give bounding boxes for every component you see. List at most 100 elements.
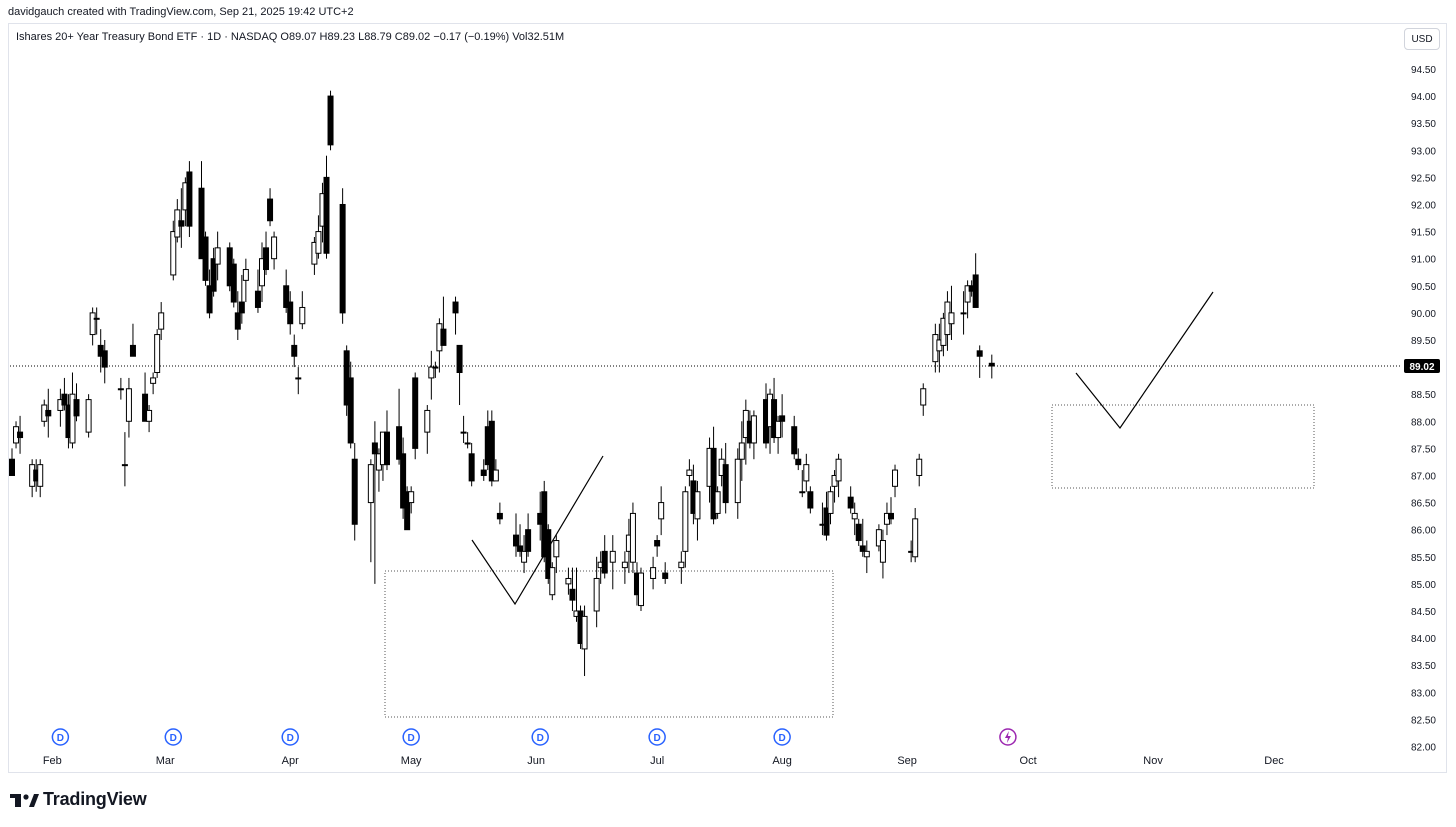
candle	[440, 296, 447, 346]
candle	[206, 269, 213, 319]
last-price-value: 89.02	[1409, 362, 1434, 373]
currency-selector[interactable]: USD	[1404, 28, 1440, 50]
candle-body	[142, 393, 149, 422]
candle-body	[545, 529, 552, 579]
candle	[887, 497, 894, 525]
candle-body	[258, 258, 265, 287]
candle-body	[85, 399, 92, 433]
candle-body	[795, 458, 802, 466]
dividend-marker-circle	[531, 728, 549, 746]
price-tick-label: 84.50	[1411, 607, 1436, 618]
candle-body	[37, 464, 44, 487]
candle	[214, 231, 221, 281]
candle	[408, 486, 415, 514]
candle-body	[263, 247, 270, 271]
candle-body	[464, 442, 471, 445]
candle-body	[271, 236, 278, 260]
candle	[9, 448, 15, 476]
candle-body	[121, 464, 128, 467]
candle	[960, 291, 967, 335]
candle	[565, 567, 572, 595]
candle-body	[694, 491, 701, 520]
candle	[129, 323, 136, 357]
last-price-badge	[1404, 359, 1440, 373]
candle	[569, 567, 576, 611]
candle	[101, 339, 108, 384]
price-tick-label: 86.00	[1411, 526, 1436, 537]
candle-body	[738, 442, 745, 460]
dividend-marker-label: D	[170, 733, 177, 744]
price-tick-label: 83.50	[1411, 661, 1436, 672]
candle-body	[734, 458, 741, 504]
candle	[37, 459, 44, 498]
candle	[339, 188, 346, 324]
candle	[682, 486, 689, 568]
candle-body	[440, 328, 447, 346]
candle	[496, 502, 503, 525]
candle-body	[267, 198, 274, 222]
dividend-marker-circle	[51, 728, 70, 746]
candle-body	[553, 540, 560, 558]
dividend-marker-circle	[773, 728, 791, 746]
last-price-label: 89.02	[1404, 359, 1440, 373]
candle-body	[863, 550, 870, 558]
price-tick-label: 91.50	[1411, 228, 1436, 239]
candle-body	[972, 274, 979, 308]
month-tick-label: Apr	[282, 755, 299, 767]
candle-body	[823, 507, 830, 536]
candle	[750, 410, 757, 460]
attribution-text: davidgauch created with TradingView.com,…	[8, 6, 354, 18]
candle	[517, 524, 524, 557]
candle	[694, 480, 701, 541]
candle-body	[178, 220, 185, 227]
candle-body	[125, 388, 132, 422]
candle	[525, 513, 532, 557]
candle	[371, 421, 378, 584]
candle-body	[408, 491, 415, 504]
candle	[964, 280, 971, 319]
candle-body	[117, 388, 124, 391]
candle	[650, 556, 657, 590]
month-tick-label: Feb	[43, 755, 62, 767]
candle-body	[964, 285, 971, 303]
candle	[621, 551, 628, 584]
candle-body	[9, 458, 15, 476]
candle	[920, 383, 927, 416]
time-axis: Feb Mar Apr May Jun Jul Aug Sep Oct Nov Dec	[43, 755, 1284, 767]
candle	[545, 524, 552, 584]
candle-body	[541, 491, 548, 558]
candle	[234, 291, 241, 340]
candle	[45, 388, 52, 438]
candle	[771, 377, 778, 443]
candle	[581, 605, 588, 677]
candle-body	[238, 301, 245, 314]
candle	[799, 470, 806, 498]
candle-body	[315, 231, 322, 254]
candle-body	[496, 512, 503, 520]
candle-body	[875, 529, 882, 547]
symbol-legend: Ishares 20+ Year Treasury Bond ETF · 1D …	[16, 31, 565, 43]
candle-body	[299, 306, 306, 325]
candle-body	[638, 572, 645, 607]
candle-body	[517, 545, 524, 552]
tradingview-branding[interactable]: TradingView	[10, 789, 147, 810]
dividend-marker: D	[164, 728, 183, 746]
candle	[686, 459, 693, 487]
candle-body	[351, 458, 358, 525]
candle	[654, 535, 661, 557]
dividend-marker: D	[51, 728, 70, 746]
candle-body	[513, 534, 520, 547]
candle-body	[452, 301, 459, 314]
candle-body	[210, 258, 217, 292]
candle	[146, 405, 153, 433]
candle	[158, 302, 165, 340]
target-zone-box	[1051, 404, 1315, 489]
candle	[452, 296, 459, 335]
candle-body	[234, 312, 241, 330]
candle	[722, 442, 729, 514]
candle-body	[609, 550, 616, 563]
candle	[855, 518, 862, 546]
candle	[638, 567, 645, 611]
month-tick-label: Jun	[527, 755, 545, 767]
